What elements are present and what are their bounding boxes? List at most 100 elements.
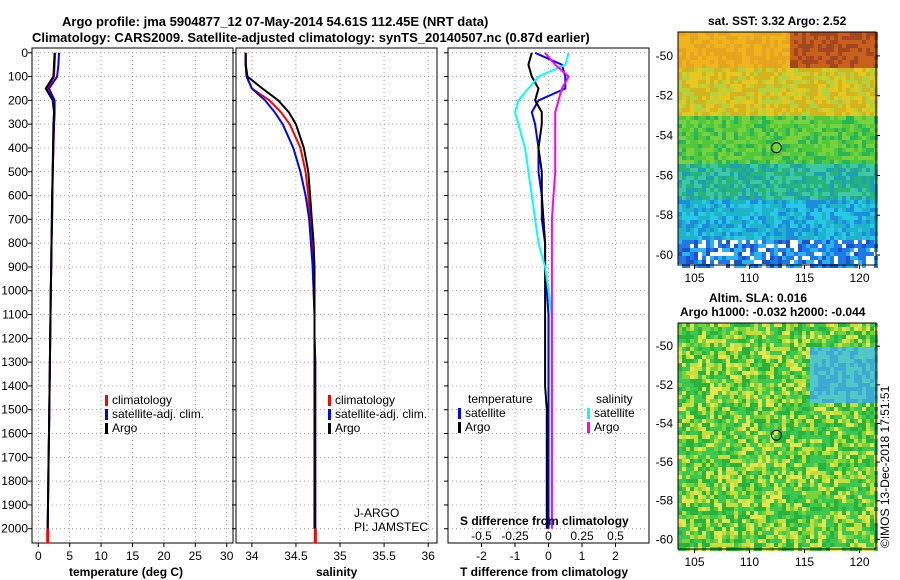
sla_map-pixel — [718, 395, 722, 399]
sst_map-pixel — [686, 112, 690, 116]
sst_map-pixel — [754, 116, 758, 120]
sst_map-pixel — [742, 124, 746, 128]
sla_map-pixel — [838, 423, 842, 427]
sla_map-pixel — [710, 331, 714, 335]
sst_map-pixel — [810, 68, 814, 72]
sst_map-pixel — [810, 148, 814, 152]
sla_map-pixel — [822, 335, 826, 339]
sst_map-pixel — [826, 236, 830, 240]
sla_map-pixel — [678, 339, 682, 343]
sla_map-pixel — [770, 363, 774, 367]
sla_map-pixel — [746, 331, 750, 335]
sst_map-pixel — [802, 240, 806, 244]
sla_map-pixel — [850, 403, 854, 407]
sst_map-pixel — [790, 224, 794, 228]
sst_map-pixel — [690, 232, 694, 236]
sst_map-pixel — [798, 116, 802, 120]
sst_map-pixel — [782, 240, 786, 244]
sst_map-pixel — [834, 220, 838, 224]
sst_map-pixel — [710, 48, 714, 52]
sla_map-pixel — [762, 427, 766, 431]
sla_map-pixel — [834, 403, 838, 407]
sla_map-pixel — [782, 399, 786, 403]
sst_map-pixel — [762, 164, 766, 168]
sst_map-pixel — [842, 152, 846, 156]
sst_map-pixel — [858, 124, 862, 128]
sst_map-pixel — [738, 64, 742, 68]
sst_map-pixel — [770, 140, 774, 144]
sst_map-pixel — [830, 160, 834, 164]
sst_map-pixel — [830, 112, 834, 116]
sla_map-pixel — [802, 387, 806, 391]
sla_map-pixel — [726, 451, 730, 455]
sla_map-pixel — [794, 391, 798, 395]
salinity-x-tick-label: 35.5 — [372, 549, 396, 563]
sla_map-pixel — [846, 427, 850, 431]
sst_map-pixel — [690, 120, 694, 124]
sst_map-pixel — [846, 132, 850, 136]
sla_map-pixel — [802, 359, 806, 363]
sst_map-pixel — [690, 72, 694, 76]
sst_map-pixel — [702, 128, 706, 132]
sla_map-pixel — [770, 379, 774, 383]
sst_map-pixel — [742, 36, 746, 40]
sst_map-pixel — [734, 228, 738, 232]
sst_map-pixel — [678, 168, 682, 172]
sst_map-pixel — [806, 216, 810, 220]
sst_map-pixel — [758, 204, 762, 208]
sst_map-pixel — [826, 204, 830, 208]
sst_map-pixel — [718, 84, 722, 88]
sst_map-pixel — [730, 60, 734, 64]
sst_map-pixel — [706, 144, 710, 148]
sst_map-pixel — [774, 32, 778, 36]
sst_map-pixel — [734, 112, 738, 116]
sst_map-pixel — [866, 188, 870, 192]
sst_map-pixel — [870, 72, 874, 76]
sst_map-pixel — [778, 260, 782, 264]
sst_map-pixel — [806, 148, 810, 152]
sla_map-pixel — [730, 375, 734, 379]
sst_map-pixel — [766, 220, 770, 224]
sst_map-pixel — [814, 232, 818, 236]
sst_map-pixel — [766, 156, 770, 160]
sla_map-pixel — [818, 351, 822, 355]
sla_map-pixel — [706, 383, 710, 387]
sst_map-pixel — [786, 184, 790, 188]
sla_map-pixel — [782, 435, 786, 439]
sla_map-pixel — [742, 367, 746, 371]
sla_map-pixel — [754, 411, 758, 415]
sla_map-pixel — [814, 339, 818, 343]
sla_map-pixel — [754, 363, 758, 367]
sla_map-pixel — [834, 383, 838, 387]
sst_map-pixel — [822, 156, 826, 160]
sla_map-pixel — [722, 339, 726, 343]
sst_map-pixel — [822, 124, 826, 128]
sst_map-pixel — [842, 64, 846, 68]
sst_map-pixel — [682, 224, 686, 228]
sla_map-pixel — [682, 335, 686, 339]
sla_map-pixel — [846, 419, 850, 423]
sla_map-pixel — [686, 427, 690, 431]
sst_map-pixel — [830, 52, 834, 56]
sst_map-pixel — [694, 44, 698, 48]
sst_map-pixel — [730, 140, 734, 144]
sst_map-pixel — [730, 224, 734, 228]
sst_map-pixel — [818, 172, 822, 176]
sla_map-pixel — [834, 395, 838, 399]
sst_map-pixel — [702, 180, 706, 184]
sst_map-pixel — [810, 240, 814, 244]
sst_map-pixel — [718, 72, 722, 76]
sla_map-pixel — [758, 335, 762, 339]
sst_map-pixel — [762, 76, 766, 80]
sst_map-pixel — [750, 116, 754, 120]
sla_map-pixel — [678, 451, 682, 455]
sst_map-pixel — [838, 228, 842, 232]
sla_map-pixel — [790, 383, 794, 387]
sst_map-pixel — [698, 252, 702, 256]
sst_map-pixel — [734, 156, 738, 160]
sla_map-pixel — [770, 407, 774, 411]
sst_map-pixel — [850, 140, 854, 144]
sla_map-pixel — [754, 443, 758, 447]
sst_map-pixel — [798, 132, 802, 136]
sla_map-pixel — [870, 335, 874, 339]
